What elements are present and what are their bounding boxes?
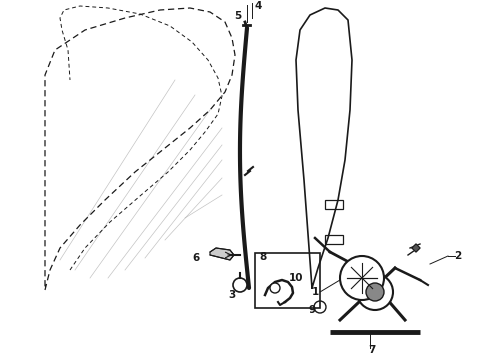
Text: 6: 6	[193, 253, 199, 263]
Text: 3: 3	[228, 290, 236, 300]
Text: 4: 4	[254, 1, 262, 11]
Circle shape	[233, 278, 247, 292]
Text: 5: 5	[234, 11, 242, 21]
Bar	[255, 253, 320, 308]
Bar	[325, 200, 343, 209]
Polygon shape	[210, 248, 234, 260]
Text: 8: 8	[259, 252, 267, 262]
Text: 2: 2	[454, 251, 462, 261]
Text: 1: 1	[311, 287, 318, 297]
Text: 10: 10	[289, 273, 303, 283]
Circle shape	[366, 283, 384, 301]
Circle shape	[270, 283, 280, 293]
Circle shape	[357, 274, 393, 310]
Circle shape	[314, 301, 326, 313]
Bar	[325, 235, 343, 244]
Polygon shape	[412, 244, 420, 252]
Circle shape	[340, 256, 384, 300]
Text: 7: 7	[368, 345, 376, 355]
Text: 9: 9	[308, 305, 316, 315]
